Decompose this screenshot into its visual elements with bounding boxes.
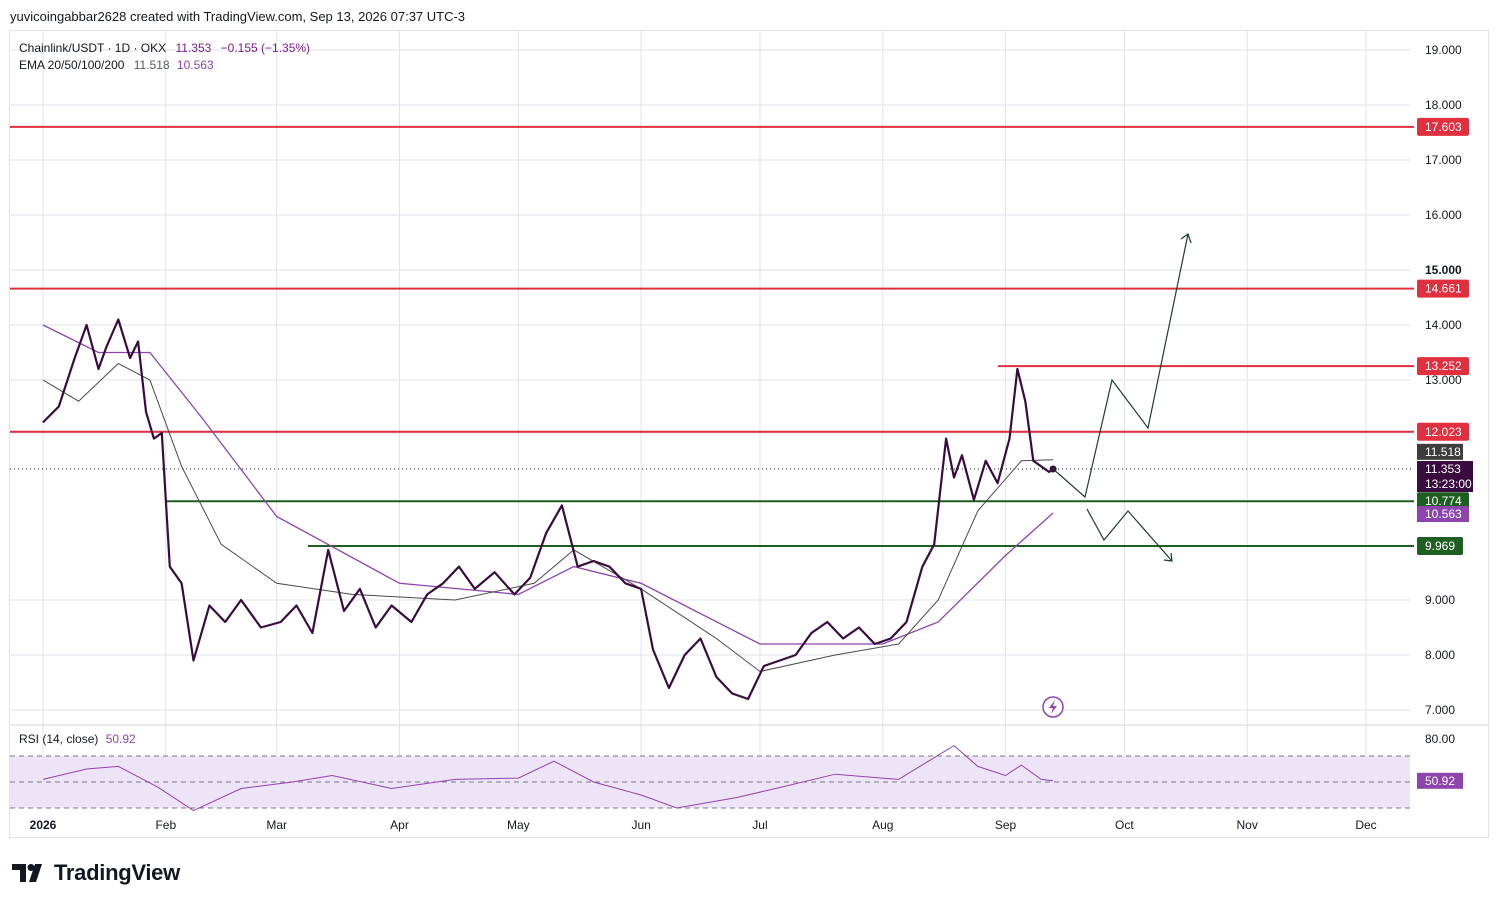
tradingview-logo-icon: [12, 864, 42, 882]
x-tick-label: Feb: [155, 818, 176, 832]
price-tag-ema_slow: 10.563: [1425, 507, 1462, 521]
rsi-tag-bg: [1417, 772, 1463, 789]
level-tag-bg: [1417, 117, 1469, 136]
y-tick-label: 9.000: [1425, 593, 1455, 607]
rsi-legend: RSI (14, close) 50.92: [19, 732, 136, 746]
bullish-projection-arrow[interactable]: [1051, 233, 1189, 499]
x-tick-label: 2026: [30, 818, 57, 832]
price-tag-countdown: 13:23:00: [1425, 477, 1472, 491]
price-tag-bg: [1417, 443, 1463, 460]
x-tick-label: Mar: [266, 818, 287, 832]
level-tag-bg: [1417, 279, 1469, 298]
price-tag-bg: [1417, 476, 1473, 493]
y-tick-label: 16.000: [1425, 208, 1462, 222]
y-tick-label: 15.000: [1425, 263, 1462, 277]
rsi-line: [42, 744, 1054, 812]
level-tag-label: 12.023: [1425, 425, 1462, 439]
level-tag-label: 9.969: [1425, 539, 1455, 553]
level-tag-label: 17.603: [1425, 120, 1462, 134]
chart-attribution: yuvicoingabbar2628 created with TradingV…: [10, 9, 466, 24]
level-tag-label: 14.661: [1425, 282, 1462, 296]
y-tick-label: 18.000: [1425, 98, 1462, 112]
price-tag-ema_fast: 11.518: [1425, 445, 1461, 459]
price-tag-bg: [1417, 505, 1469, 522]
bearish-arrowhead: [1163, 552, 1173, 562]
ema-slow-line: [42, 324, 1054, 645]
x-tick-label: Oct: [1115, 818, 1134, 832]
y-tick-label: 17.000: [1425, 153, 1462, 167]
y-tick-label: 7.000: [1425, 703, 1455, 717]
symbol-legend-row: Chainlink/USDT · 1D · OKX 11.353 −0.155 …: [19, 40, 310, 57]
y-tick-label: 19.000: [1425, 43, 1462, 57]
x-tick-label: Apr: [390, 818, 409, 832]
level-tag-bg: [1417, 357, 1469, 376]
rsi-band: [10, 756, 1410, 808]
level-tag-bg: [1417, 492, 1469, 511]
price-tag-last: 11.353: [1425, 462, 1461, 476]
x-tick-label: Jul: [752, 818, 767, 832]
x-tick-label: Dec: [1355, 818, 1376, 832]
x-tick-label: Nov: [1236, 818, 1257, 832]
ema-label: EMA 20/50/100/200: [19, 58, 125, 72]
tradingview-wordmark: TradingView: [54, 860, 180, 885]
x-tick-label: Jun: [631, 818, 650, 832]
level-tag-label: 13.252: [1425, 359, 1462, 373]
bearish-projection-arrow[interactable]: [1086, 508, 1173, 562]
y-tick-label: 8.000: [1425, 648, 1455, 662]
level-tag-bg: [1417, 422, 1469, 441]
rsi-tag-label: 50.92: [1425, 774, 1455, 788]
tradingview-logo[interactable]: TradingView: [12, 860, 180, 886]
chart-frame: [9, 30, 1489, 838]
rsi-tick-label: 80.00: [1425, 732, 1455, 746]
ema-fast-line: [42, 362, 1054, 673]
last-price: 11.353: [175, 41, 212, 55]
x-tick-label: Aug: [872, 818, 893, 832]
lightning-bolt-glyph: [1049, 700, 1057, 714]
level-tag-label: 10.774: [1425, 494, 1462, 508]
chart-legend: Chainlink/USDT · 1D · OKX 11.353 −0.155 …: [19, 40, 310, 74]
y-tick-label: 13.000: [1425, 373, 1462, 387]
ema-slow-value: 10.563: [176, 58, 214, 72]
bullish-arrowhead: [1180, 233, 1192, 244]
rsi-value: 50.92: [105, 732, 136, 746]
rsi-label: RSI (14, close): [19, 732, 99, 746]
level-tag-bg: [1417, 537, 1463, 556]
ema-fast-value: 11.518: [133, 58, 170, 72]
price-change: −0.155 (−1.35%): [220, 41, 311, 55]
price-tag-bg: [1417, 461, 1473, 478]
price-line: [42, 318, 1054, 701]
x-tick-label: May: [507, 818, 530, 832]
y-tick-label: 14.000: [1425, 318, 1462, 332]
x-tick-label: Sep: [995, 818, 1017, 832]
symbol-name: Chainlink/USDT · 1D · OKX: [19, 41, 167, 55]
ema-legend-row: EMA 20/50/100/200 11.518 10.563: [19, 57, 310, 74]
